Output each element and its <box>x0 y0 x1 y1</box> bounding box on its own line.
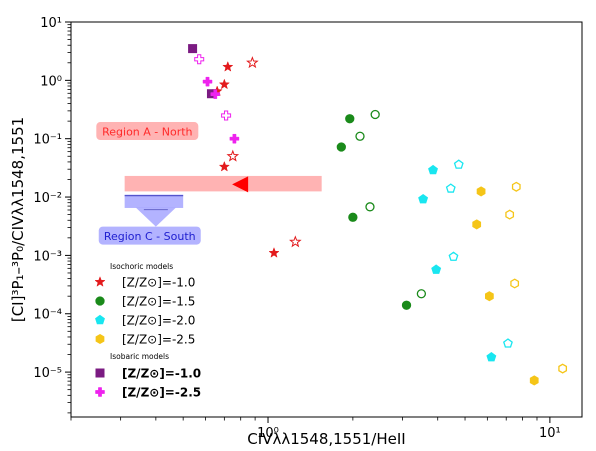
y-tick-label: 10⁻⁴ <box>33 308 62 323</box>
data-point-circle <box>348 212 358 222</box>
data-point-pentagon <box>428 164 438 175</box>
data-point-pentagon <box>418 193 429 204</box>
legend-entry: [Z/Z⊙]=-2.5 <box>95 386 201 400</box>
region-label-box <box>96 122 199 141</box>
data-point-pentagon <box>445 183 456 193</box>
legend-label: [Z/Z⊙]=-2.0 <box>122 314 195 328</box>
region-label-box <box>98 226 201 245</box>
data-point-star <box>218 78 230 90</box>
y-tick-label: 10¹ <box>40 16 62 31</box>
data-point-circle <box>370 109 380 120</box>
x-tick-label: 10⁰ <box>257 426 279 441</box>
axes-layer: 10⁰ 10¹ 10⁻⁵ 10⁻⁴ 10⁻³ 10⁻² 10⁻¹ 10⁰ 10¹ <box>33 16 560 441</box>
data-point-star <box>226 149 240 162</box>
legend-label: [Z/Z⊙]=-1.0 <box>122 276 195 290</box>
legend-marker-plus <box>95 387 105 397</box>
data-point-pentagon <box>503 338 513 348</box>
observation-layer: Region A - North Region C - South <box>96 122 322 245</box>
observation-region-a: Region A - North <box>96 122 322 193</box>
legend-entry: [Z/Z⊙]=-1.5 <box>95 295 195 309</box>
legend-entry: [Z/Z⊙]=-2.0 <box>95 314 195 328</box>
region-label: Region A - North <box>102 126 192 139</box>
legend-marker-pentagon <box>95 314 105 325</box>
y-tick-label: 10⁻¹ <box>33 133 62 148</box>
data-point-hexagon <box>529 375 539 386</box>
data-point-circle <box>345 114 355 124</box>
data-point-pentagon <box>448 251 459 261</box>
data-point-plus <box>210 89 221 99</box>
legend-entry: [Z/Z⊙]=-1.0 <box>95 367 201 381</box>
data-point-star <box>246 56 259 69</box>
data-point-plus <box>229 133 240 144</box>
legend-title-isobaric: Isobaric models <box>110 352 169 361</box>
data-point-star <box>268 247 280 258</box>
legend-marker-circle <box>95 296 105 306</box>
legend-entry: [Z/Z⊙]=-2.5 <box>95 333 195 347</box>
data-point-hexagon <box>558 363 568 374</box>
data-point-hexagon <box>484 291 494 302</box>
data-point-star <box>289 235 302 248</box>
data-point-plus <box>202 76 213 87</box>
legend-label: [Z/Z⊙]=-2.5 <box>122 333 195 347</box>
legend-label: [Z/Z⊙]=-2.5 <box>122 386 201 400</box>
data-point-hexagon <box>510 278 520 289</box>
data-point-circle <box>416 289 427 299</box>
data-point-star <box>222 60 234 72</box>
data-point-circle <box>336 142 346 152</box>
plot-frame <box>70 21 583 418</box>
legend-label: [Z/Z⊙]=-1.0 <box>122 367 201 381</box>
data-point-plus <box>221 110 232 121</box>
legend-marker-square <box>95 368 105 378</box>
data-point-hexagon <box>511 181 521 192</box>
y-tick-label: 10⁻³ <box>33 249 62 264</box>
data-point-star <box>218 160 230 172</box>
observation-region-c: Region C - South <box>98 194 201 245</box>
left-arrow-head <box>232 176 249 193</box>
data-point-hexagon <box>476 186 486 197</box>
observation-band <box>124 175 322 192</box>
y-tick-label: 10⁻² <box>33 191 62 206</box>
y-axis-label: [CI]³P₁–³P₀/CIVλλ1548,1551 <box>9 117 27 322</box>
data-point-pentagon <box>486 351 497 362</box>
region-label: Region C - South <box>104 230 196 243</box>
data-point-circle <box>355 131 365 141</box>
data-point-hexagon <box>472 219 482 230</box>
x-axis-label: CIVλλ1548,1551/HeII <box>247 430 405 448</box>
legend-title-isochoric: Isochoric models <box>110 262 173 271</box>
legend-marker-hexagon <box>95 333 105 345</box>
legend-label: [Z/Z⊙]=-1.5 <box>122 295 195 309</box>
data-point-circle <box>401 300 412 310</box>
legend-marker-star <box>94 276 106 287</box>
data-points-layer <box>188 44 568 386</box>
data-point-pentagon <box>431 264 442 274</box>
data-point-square <box>188 44 198 54</box>
legend-entry: [Z/Z⊙]=-1.0 <box>94 276 195 290</box>
data-point-pentagon <box>453 159 464 169</box>
x-tick-label: 10¹ <box>539 426 561 441</box>
data-point-hexagon <box>505 209 515 220</box>
y-tick-label: 10⁰ <box>40 74 62 89</box>
y-tick-label: 10⁻⁵ <box>33 366 62 381</box>
down-arrow-head <box>135 207 176 227</box>
data-point-plus <box>194 54 205 65</box>
legend: Isochoric models [Z/Z⊙]=-1.0 [Z/Z⊙]=-1.5 [Z… <box>94 262 201 400</box>
data-point-circle <box>365 202 375 212</box>
observation-band <box>124 194 184 208</box>
